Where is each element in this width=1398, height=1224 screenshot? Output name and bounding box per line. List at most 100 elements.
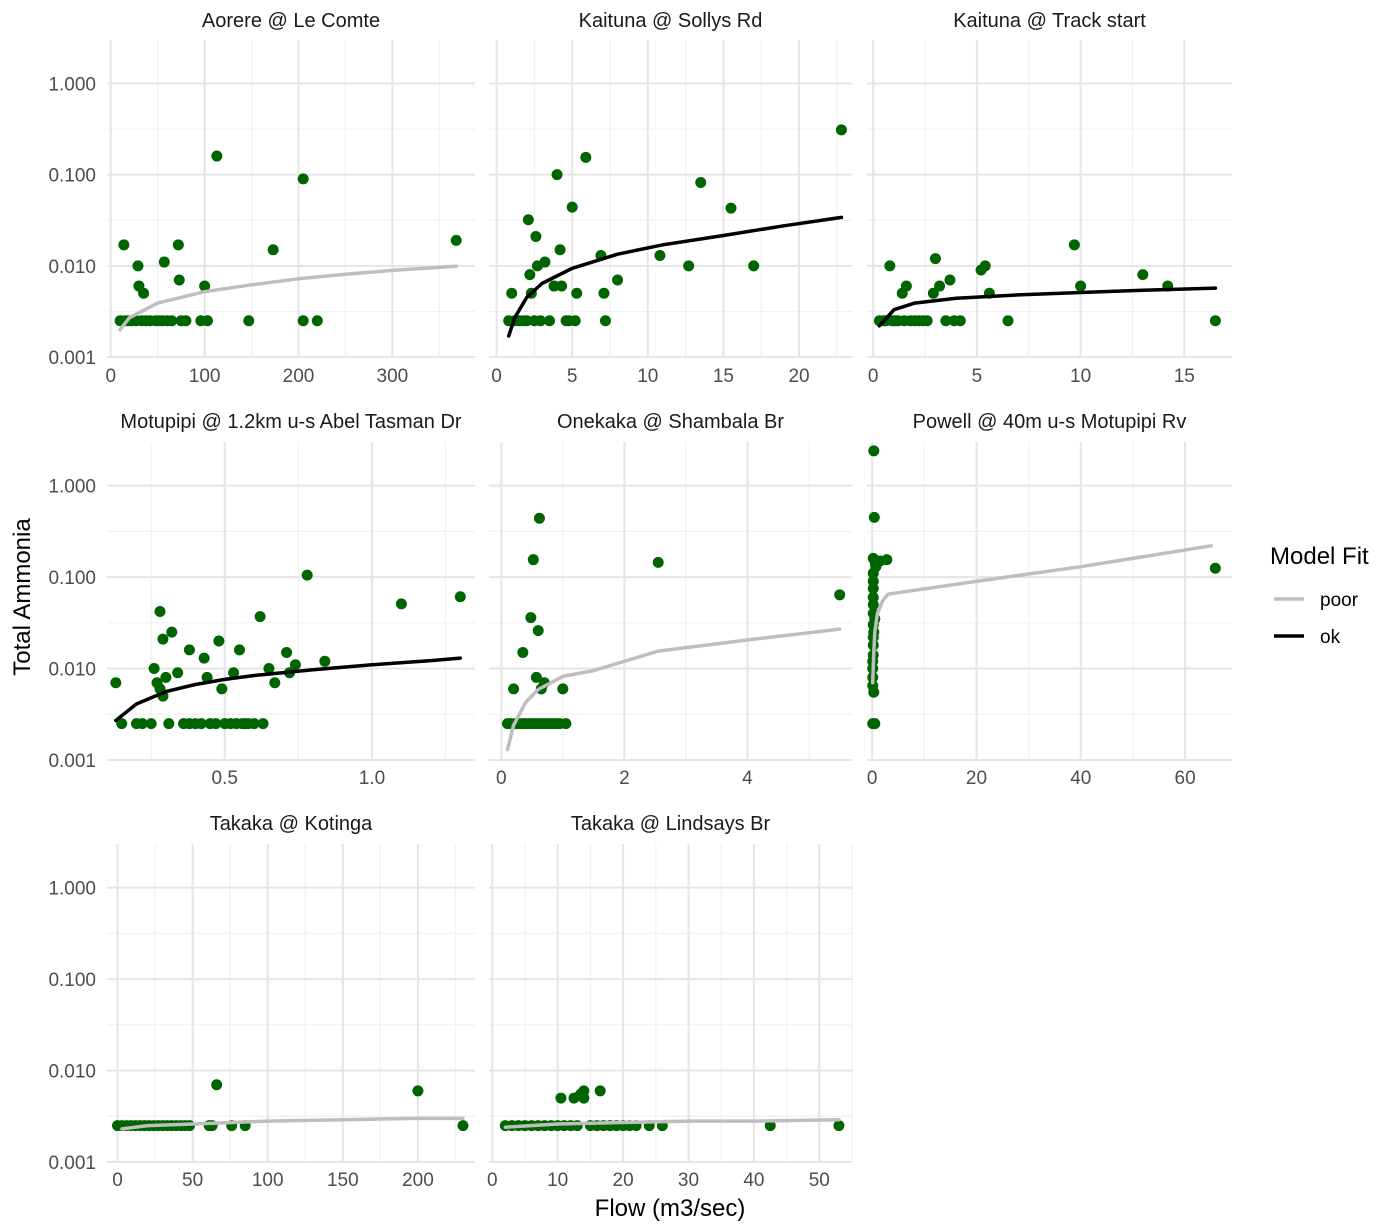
facet-title: Onekaka @ Shambala Br xyxy=(557,411,784,433)
facet-panel: 0.001 0.010 0.100 1.000 0 100 200 300 Aorere @ L… xyxy=(48,10,475,387)
data-point xyxy=(695,177,707,189)
x-tick-label: 1.0 xyxy=(359,768,385,789)
data-point xyxy=(934,280,946,292)
legend-title: Model Fit xyxy=(1270,543,1369,570)
data-point xyxy=(1002,315,1014,327)
data-point xyxy=(319,655,331,667)
legend-label-ok: ok xyxy=(1320,627,1341,648)
data-point xyxy=(1075,280,1087,292)
data-point xyxy=(195,718,207,730)
y-tick-label: 0.010 xyxy=(48,660,96,681)
data-point xyxy=(136,718,148,730)
data-point xyxy=(118,239,130,251)
x-tick-label: 100 xyxy=(252,1170,284,1191)
facet-title: Kaituna @ Sollys Rd xyxy=(579,10,763,32)
facet-title: Aorere @ Le Comte xyxy=(202,10,380,32)
fit-curve xyxy=(870,544,1213,685)
data-point xyxy=(612,274,624,286)
data-point xyxy=(269,677,281,689)
data-point xyxy=(1137,269,1149,281)
x-tick-label: 100 xyxy=(189,366,221,387)
x-axis-title: Flow (m3/sec) xyxy=(595,1195,746,1222)
data-point xyxy=(201,671,213,683)
data-point xyxy=(412,1085,424,1097)
x-tick-label: 30 xyxy=(678,1170,699,1191)
data-point xyxy=(157,633,169,645)
data-point xyxy=(116,718,128,730)
x-tick-label: 5 xyxy=(567,366,578,387)
x-tick-label: 300 xyxy=(377,366,409,387)
x-tick-label: 10 xyxy=(1070,366,1091,387)
x-tick-label: 20 xyxy=(788,366,809,387)
data-point xyxy=(522,214,534,226)
data-point xyxy=(183,644,195,656)
data-point xyxy=(211,1079,223,1091)
y-tick-label: 0.100 xyxy=(48,970,96,991)
data-point xyxy=(530,230,542,242)
data-point xyxy=(248,718,260,730)
data-point xyxy=(566,201,578,213)
data-point xyxy=(578,1092,590,1104)
data-point xyxy=(725,202,737,214)
data-point xyxy=(534,315,546,327)
data-point xyxy=(1209,315,1221,327)
data-point xyxy=(881,554,893,566)
data-point xyxy=(158,256,170,268)
data-point xyxy=(281,646,293,658)
data-point xyxy=(539,256,551,268)
data-point xyxy=(979,260,991,272)
data-point xyxy=(764,1120,776,1132)
fit-curve xyxy=(506,215,844,338)
x-tick-label: 0 xyxy=(487,1170,498,1191)
x-tick-label: 40 xyxy=(1070,768,1091,789)
data-point xyxy=(172,667,184,679)
data-point xyxy=(210,718,222,730)
data-point xyxy=(154,606,166,618)
legend-label-poor: poor xyxy=(1320,590,1359,611)
fit-curve xyxy=(120,1116,465,1131)
data-point xyxy=(868,511,880,523)
data-point xyxy=(554,244,566,256)
x-tick-label: 0 xyxy=(868,366,879,387)
data-point xyxy=(395,598,407,610)
data-point xyxy=(598,287,610,299)
y-tick-label: 1.000 xyxy=(48,477,96,498)
data-point xyxy=(594,1085,606,1097)
facet-panel: 0 10 20 30 40 50 Takaka @ Lindsays Br xyxy=(487,813,853,1191)
y-tick-label: 0.001 xyxy=(48,348,96,369)
data-point xyxy=(160,671,172,683)
x-tick-label: 0 xyxy=(496,768,507,789)
data-point xyxy=(166,315,178,327)
data-point xyxy=(138,287,150,299)
fit-curve xyxy=(114,656,463,723)
data-point xyxy=(921,315,933,327)
facet-title: Takaka @ Kotinga xyxy=(210,813,373,835)
data-point xyxy=(652,556,664,568)
data-point xyxy=(835,124,847,136)
data-point xyxy=(172,239,184,251)
data-point xyxy=(132,260,144,272)
data-point xyxy=(211,150,223,162)
data-point xyxy=(1068,239,1080,251)
facet-panel: 0.001 0.010 0.100 1.000 0.5 1.0 Motupipi @ 1.2… xyxy=(48,411,475,789)
data-point xyxy=(517,646,529,658)
data-point xyxy=(569,315,581,327)
data-point xyxy=(213,635,225,647)
data-point xyxy=(311,315,323,327)
y-tick-label: 0.001 xyxy=(48,1153,96,1174)
data-point xyxy=(599,315,611,327)
fit-curve xyxy=(503,1117,841,1129)
x-tick-label: 20 xyxy=(966,768,987,789)
y-tick-label: 1.000 xyxy=(48,74,96,95)
data-point xyxy=(216,683,228,695)
data-point xyxy=(521,315,533,327)
data-point xyxy=(560,718,572,730)
data-point xyxy=(654,249,666,261)
x-tick-label: 5 xyxy=(972,366,983,387)
x-tick-label: 4 xyxy=(742,768,753,789)
fit-curve xyxy=(118,264,458,332)
x-tick-label: 0 xyxy=(105,366,116,387)
data-point xyxy=(524,269,536,281)
data-point xyxy=(506,287,518,299)
